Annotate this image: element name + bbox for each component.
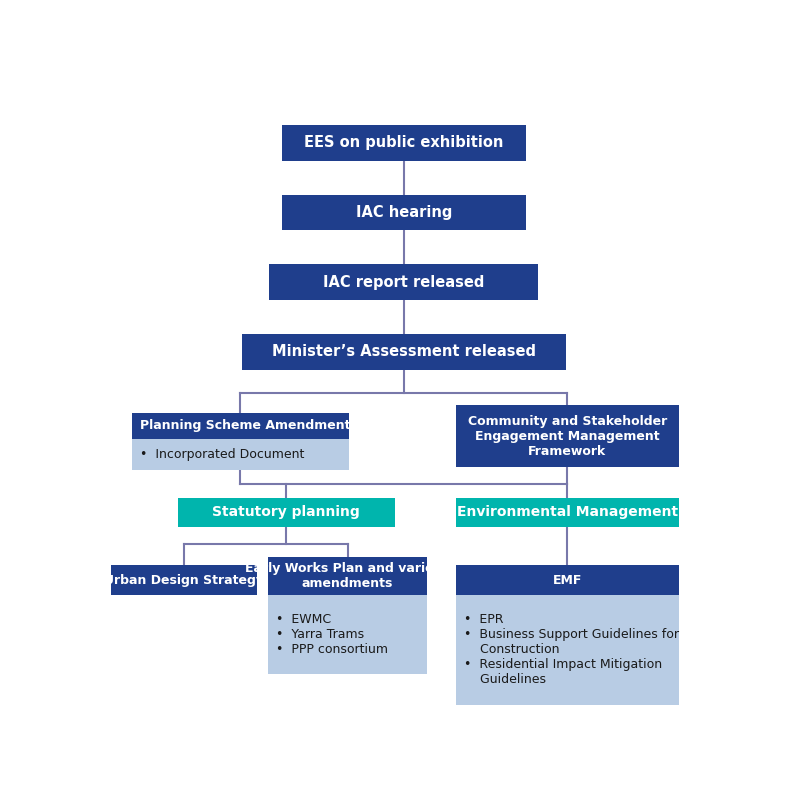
Text: Community and Stakeholder
Engagement Management
Framework: Community and Stakeholder Engagement Man…	[467, 414, 667, 458]
Text: Minister’s Assessment released: Minister’s Assessment released	[272, 344, 536, 359]
Text: EES on public exhibition: EES on public exhibition	[304, 135, 504, 150]
FancyBboxPatch shape	[282, 194, 526, 230]
FancyBboxPatch shape	[282, 125, 526, 161]
Text: Urban Design Strategy: Urban Design Strategy	[104, 574, 264, 586]
Text: IAC hearing: IAC hearing	[355, 205, 452, 220]
FancyBboxPatch shape	[110, 566, 257, 595]
Text: Environmental Management: Environmental Management	[457, 506, 678, 519]
FancyBboxPatch shape	[455, 595, 678, 705]
FancyBboxPatch shape	[455, 406, 678, 467]
Text: Planning Scheme Amendments: Planning Scheme Amendments	[140, 419, 358, 432]
FancyBboxPatch shape	[269, 264, 538, 300]
Text: •  Incorporated Document: • Incorporated Document	[140, 448, 304, 461]
Text: Statutory planning: Statutory planning	[213, 506, 360, 519]
Text: •  EPR
•  Business Support Guidelines for
    Construction
•  Residential Impact: • EPR • Business Support Guidelines for …	[463, 614, 678, 686]
FancyBboxPatch shape	[268, 595, 427, 674]
FancyBboxPatch shape	[132, 413, 349, 439]
Text: IAC report released: IAC report released	[323, 274, 485, 290]
FancyBboxPatch shape	[455, 498, 678, 527]
Text: Early Works Plan and various
amendments: Early Works Plan and various amendments	[245, 562, 450, 590]
FancyBboxPatch shape	[132, 439, 349, 470]
FancyBboxPatch shape	[178, 498, 395, 527]
Text: EMF: EMF	[552, 574, 582, 586]
FancyBboxPatch shape	[455, 566, 678, 595]
FancyBboxPatch shape	[268, 557, 427, 595]
Text: •  EWMC
•  Yarra Trams
•  PPP consortium: • EWMC • Yarra Trams • PPP consortium	[277, 613, 388, 656]
FancyBboxPatch shape	[242, 334, 566, 370]
